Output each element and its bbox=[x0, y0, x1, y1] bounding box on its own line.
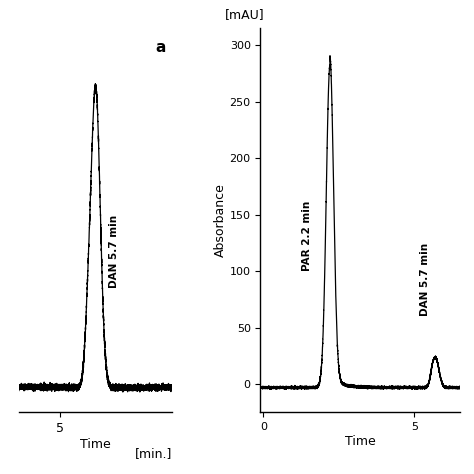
Text: a: a bbox=[156, 40, 166, 55]
Text: [mAU]: [mAU] bbox=[225, 8, 264, 21]
Text: DAN 5.7 min: DAN 5.7 min bbox=[109, 215, 118, 288]
Text: DAN 5.7 min: DAN 5.7 min bbox=[420, 243, 430, 317]
X-axis label: Time: Time bbox=[80, 438, 111, 451]
Y-axis label: Absorbance: Absorbance bbox=[214, 183, 227, 257]
Text: [min.]: [min.] bbox=[135, 447, 172, 460]
X-axis label: Time: Time bbox=[345, 435, 375, 448]
Text: PAR 2.2 min: PAR 2.2 min bbox=[302, 201, 312, 271]
